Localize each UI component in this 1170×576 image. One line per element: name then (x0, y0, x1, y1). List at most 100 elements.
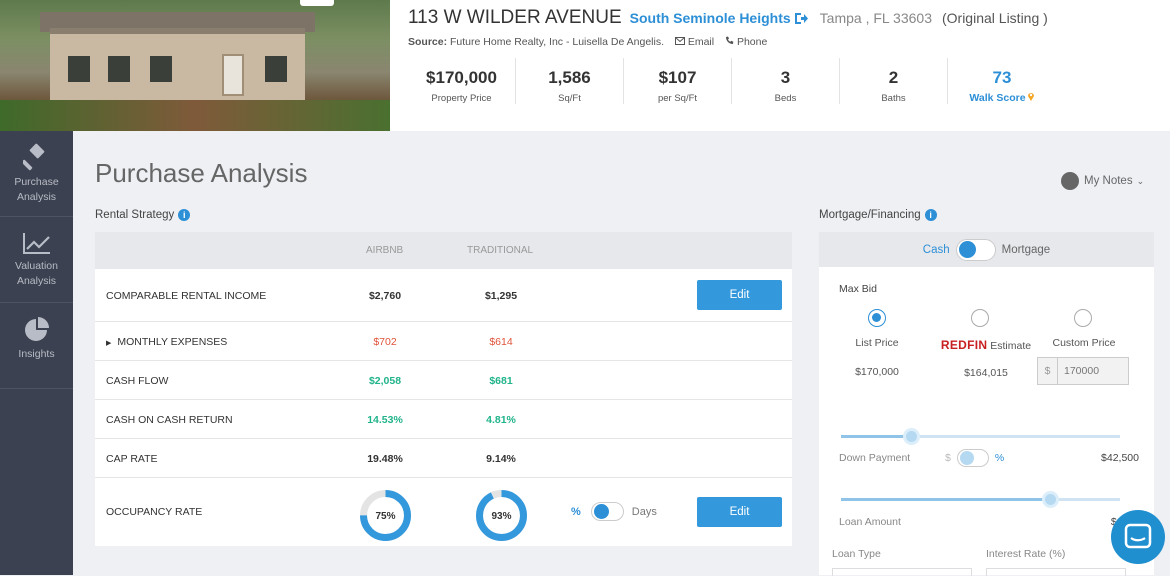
loan-amount-label: Loan Amount (839, 516, 901, 528)
stat-baths: 2 Baths (840, 58, 948, 104)
down-payment-slider[interactable] (841, 428, 1120, 445)
rental-strategy-table: AIRBNB TRADITIONAL COMPARABLE RENTAL INC… (95, 232, 792, 546)
notes-icon (1061, 172, 1079, 190)
row-label-wrap: ▶ MONTHLY EXPENSES (106, 336, 227, 348)
info-icon[interactable]: i (924, 209, 937, 221)
custom-price-radio[interactable] (1074, 309, 1092, 327)
lawn (0, 100, 390, 131)
address: 113 W WILDER AVENUE (408, 7, 622, 28)
column-header-traditional: TRADITIONAL (467, 245, 534, 256)
occupancy-unit-toggle[interactable]: % Days (571, 502, 657, 521)
stat-label: per Sq/Ft (657, 93, 698, 104)
stat-value: 3 (780, 68, 791, 87)
loan-type-select[interactable] (832, 568, 972, 576)
window (108, 56, 130, 82)
info-icon[interactable]: i (178, 209, 191, 221)
row-label: CASH FLOW (106, 375, 169, 387)
cash-mortgage-toggle[interactable] (955, 238, 996, 261)
email-link[interactable]: Email (674, 36, 717, 48)
external-link-icon[interactable] (794, 12, 808, 25)
neighborhood-link[interactable]: South Seminole Heights (629, 10, 791, 26)
estimate-label: Estimate (990, 340, 1032, 352)
financing-toggle-bar: Cash Mortgage (819, 232, 1154, 267)
main-content: Purchase Analysis My Notes ⌄ Rental Stra… (73, 131, 1170, 576)
listing-header: 113 W WILDER AVENUE South Seminole Heigh… (0, 0, 1170, 131)
traditional-value: 9.14% (486, 453, 516, 465)
sidebar-item-label: Purchase Analysis (14, 176, 59, 203)
edit-occupancy-button[interactable]: Edit (697, 497, 782, 527)
listing-source: Source: Future Home Realty, Inc - Luisel… (408, 36, 767, 48)
table-row[interactable]: ▶ MONTHLY EXPENSES $702 $614 (95, 322, 792, 361)
map-pin-icon (1027, 93, 1034, 101)
slider-handle[interactable] (1042, 491, 1060, 508)
listing-status: (Original Listing ) (941, 10, 1048, 26)
phone-label: Phone (736, 36, 768, 48)
loan-amount-slider[interactable] (841, 491, 1120, 508)
phone-icon (726, 36, 734, 44)
slider-handle[interactable] (902, 428, 920, 445)
percent-option[interactable]: % (571, 505, 581, 518)
property-photo[interactable] (0, 0, 390, 131)
redfin-estimate-value: $164,015 (964, 367, 1008, 379)
down-payment-unit-toggle[interactable]: $ % (945, 449, 1004, 467)
mortgage-option[interactable]: Mortgage (1001, 243, 1051, 256)
occupancy-traditional-value: 93% (491, 511, 511, 522)
phone-link[interactable]: Phone (725, 36, 767, 48)
list-price-radio[interactable] (868, 309, 886, 327)
stat-label: Beds (774, 93, 797, 104)
edit-income-button[interactable]: Edit (697, 280, 782, 310)
row-label: CASH ON CASH RETURN (106, 414, 233, 426)
property-stats: $170,000 Property Price 1,586 Sq/Ft $107 pe… (408, 58, 1056, 104)
chat-launcher-button[interactable] (1111, 510, 1165, 564)
list-price-label: List Price (855, 337, 899, 349)
down-payment-row: Down Payment $ % $42,500 (839, 449, 1139, 467)
table-row: CASH ON CASH RETURN 14.53% 4.81% (95, 400, 792, 439)
gavel-icon (22, 143, 44, 171)
window (68, 56, 90, 82)
front-door (222, 54, 244, 96)
airbnb-value: $702 (373, 336, 397, 348)
column-header-airbnb: AIRBNB (366, 245, 404, 256)
airbnb-value: $2,058 (368, 375, 402, 387)
source-text: Future Home Realty, Inc - Luisella De An… (450, 36, 664, 48)
stat-sqft: 1,586 Sq/Ft (516, 58, 624, 104)
sidebar-item-purchase-analysis[interactable]: Purchase Analysis (0, 131, 73, 217)
window (150, 56, 172, 82)
percent-option[interactable]: % (994, 452, 1005, 464)
stat-label: Property Price (431, 93, 492, 104)
currency-symbol: $ (1038, 358, 1058, 384)
my-notes-button[interactable]: My Notes ⌄ (1061, 172, 1144, 190)
dollar-option[interactable]: $ (945, 452, 951, 464)
sidebar-item-valuation-analysis[interactable]: Valuation Analysis (0, 217, 73, 303)
toggle-switch[interactable] (956, 449, 989, 467)
custom-price-input[interactable]: $ 170000 (1037, 357, 1129, 385)
down-payment-amount: $42,500 (1101, 452, 1139, 464)
loan-type-label: Loan Type (832, 548, 881, 560)
photo-badge[interactable] (300, 0, 334, 6)
table-row: CASH FLOW $2,058 $681 (95, 361, 792, 400)
toggle-switch[interactable] (590, 502, 624, 521)
cash-option[interactable]: Cash (922, 243, 950, 256)
traditional-value: 4.81% (486, 414, 516, 426)
redfin-estimate-radio[interactable] (971, 309, 989, 327)
table-row: CAP RATE 19.48% 9.14% (95, 439, 792, 478)
row-label: CAP RATE (106, 453, 158, 465)
chat-icon (1124, 523, 1152, 549)
toggle-knob (959, 451, 974, 465)
listing-title: 113 W WILDER AVENUE South Seminole Heigh… (408, 7, 1048, 29)
walk-score-label-wrap: Walk Score (948, 91, 1056, 104)
stat-value: $170,000 (426, 68, 497, 87)
stat-walk-score[interactable]: 73 Walk Score (948, 58, 1056, 104)
window (265, 56, 287, 82)
sidebar-item-insights[interactable]: Insights (0, 303, 73, 389)
mortgage-panel: Cash Mortgage Max Bid List Price REDFIN … (819, 232, 1154, 576)
redfin-estimate-label: REDFIN Estimate (936, 338, 1036, 352)
chevron-down-icon: ⌄ (1136, 175, 1145, 186)
interest-rate-input[interactable] (986, 568, 1126, 576)
caret-right-icon: ▶ (106, 340, 112, 347)
traditional-value: $1,295 (484, 290, 518, 302)
stat-value: $107 (658, 68, 697, 87)
stat-label: Sq/Ft (558, 93, 581, 104)
days-option[interactable]: Days (631, 505, 657, 518)
loan-amount-row: Loan Amount $127,5 (839, 516, 1143, 528)
